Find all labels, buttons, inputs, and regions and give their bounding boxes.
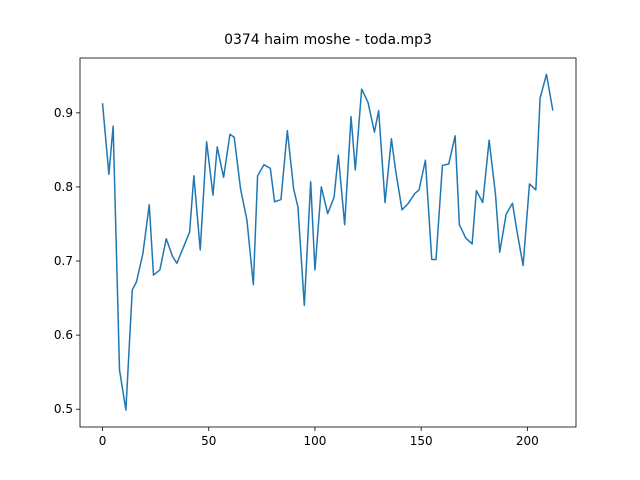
y-tick-label: 0.6 bbox=[54, 328, 73, 342]
x-tick-label: 200 bbox=[516, 434, 539, 448]
axes-frame bbox=[79, 57, 577, 428]
x-tick-label: 0 bbox=[99, 434, 107, 448]
chart-title: 0374 haim moshe - toda.mp3 bbox=[224, 32, 432, 48]
y-tick-label: 0.9 bbox=[54, 106, 73, 120]
x-tick-label: 100 bbox=[303, 434, 326, 448]
x-tick-label: 50 bbox=[201, 434, 216, 448]
y-tick-label: 0.8 bbox=[54, 180, 73, 194]
y-tick-label: 0.5 bbox=[54, 402, 73, 416]
y-tick-label: 0.7 bbox=[54, 254, 73, 268]
x-tick-label: 150 bbox=[410, 434, 433, 448]
line bbox=[101, 73, 554, 411]
